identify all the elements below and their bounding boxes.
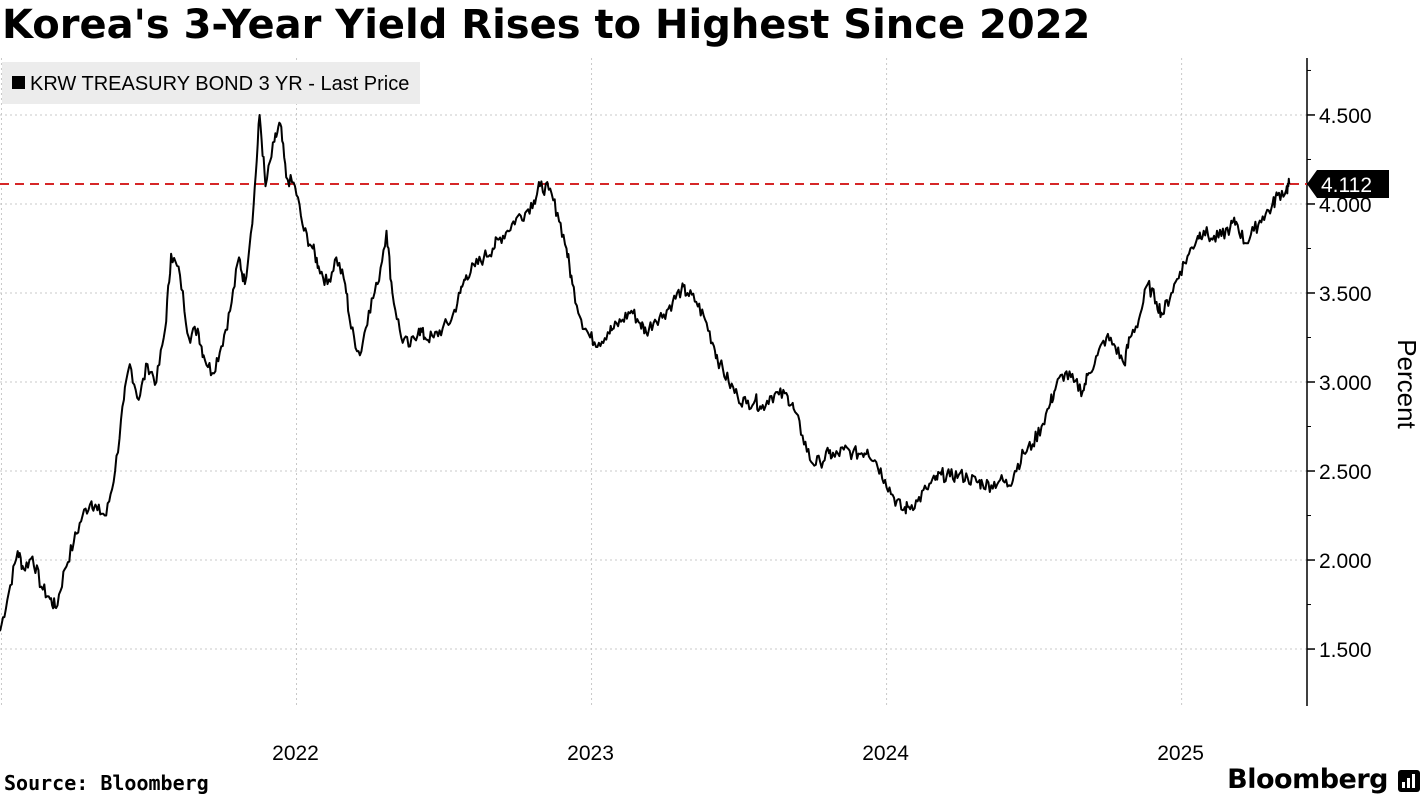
y-tick-label: 2.000 [1319,550,1372,573]
reference-value-label: 4.112 [1321,174,1372,197]
y-tick-label: 4.000 [1319,194,1372,217]
reference-value-badge [1307,170,1389,199]
x-tick-label: 2022 [272,742,319,765]
y-axis-label: Percent [1392,339,1422,429]
grid-lines [0,58,1307,706]
source-note: Source: Bloomberg [4,771,209,795]
y-tick-label: 1.500 [1319,639,1372,662]
x-tick-label: 2023 [567,742,614,765]
x-tick-label: 2024 [862,742,909,765]
y-tick-label: 2.500 [1319,461,1372,484]
legend: KRW TREASURY BOND 3 YR - Last Price [2,62,420,104]
brand-logo-text: Bloomberg [1227,764,1388,795]
x-tick-label: 2025 [1157,742,1204,765]
bloomberg-terminal-icon [1398,770,1420,792]
reference-line-group: 4.112 [0,170,1389,199]
y-tick-label: 3.000 [1319,372,1372,395]
legend-background [2,62,420,104]
y-tick-label: 3.500 [1319,283,1372,306]
legend-label: KRW TREASURY BOND 3 YR - Last Price [30,73,409,95]
y-tick-label: 4.500 [1319,105,1372,128]
legend-swatch [12,76,25,89]
series-group [0,114,1291,632]
series-line [0,114,1291,632]
x-axis: 20222023202420252026 [272,742,1204,765]
chart-title: Korea's 3-Year Yield Rises to Highest Si… [2,2,1091,48]
y-axis: 1.500 2.000 2.500 3.000 3.500 4.000 4.500 [1306,58,1372,706]
